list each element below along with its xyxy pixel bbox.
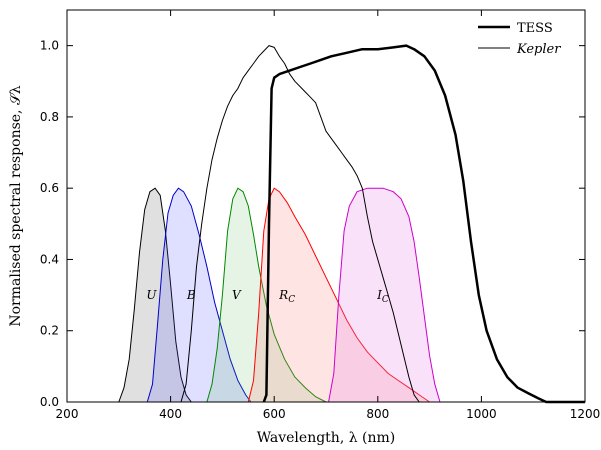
band-curve-v: [206, 187, 327, 403]
x-tick-label: 600: [263, 407, 286, 421]
series-line-tess: [262, 44, 585, 404]
y-tick-label: 1.0: [40, 39, 59, 53]
y-axis-title: Normalised spectral response, 𝒮λ: [8, 85, 24, 326]
band-label-subscript: C: [288, 295, 295, 305]
x-axis-title: Wavelength, λ (nm): [257, 430, 396, 446]
legend-label-tess: TESS: [517, 21, 553, 36]
y-tick-label: 0.0: [40, 395, 59, 409]
photometric-bands: [118, 187, 441, 403]
band-fill-b: [147, 188, 251, 402]
band-curve-u: [118, 187, 192, 403]
plot-frame: [66, 9, 586, 403]
band-fill-v: [206, 188, 326, 402]
legend-label-kepler: Kepler: [516, 42, 561, 57]
axis-ticks: 200 400 600 800 1000 1200 0.0 0.2 0.4 0.6 0.8 1.0: [40, 10, 600, 421]
legend: TESS Kepler: [478, 21, 561, 57]
band-curve-b: [146, 187, 252, 403]
band-label-v: V: [232, 288, 242, 302]
band-curve-r-c: [247, 187, 430, 403]
x-tick-label: 800: [366, 407, 389, 421]
y-tick-label: 0.8: [40, 110, 59, 124]
x-tick-label: 200: [56, 407, 79, 421]
x-tick-label: 400: [159, 407, 182, 421]
x-tick-label: 1200: [570, 407, 601, 421]
band-curve-i-c: [328, 187, 441, 403]
y-tick-label: 0.4: [40, 252, 59, 266]
band-label-u: U: [146, 288, 157, 302]
series-line-kepler: [180, 45, 420, 403]
band-fill-u: [118, 188, 192, 402]
x-tick-label: 1000: [466, 407, 497, 421]
band-fill-i-c: [328, 188, 440, 402]
band-label-b: B: [186, 288, 196, 302]
band-fill-r-c: [248, 188, 430, 402]
instrument-response-curves: [180, 44, 585, 404]
y-tick-label: 0.6: [40, 181, 59, 195]
band-label-subscript: C: [382, 295, 389, 305]
y-tick-label: 0.2: [40, 324, 59, 338]
